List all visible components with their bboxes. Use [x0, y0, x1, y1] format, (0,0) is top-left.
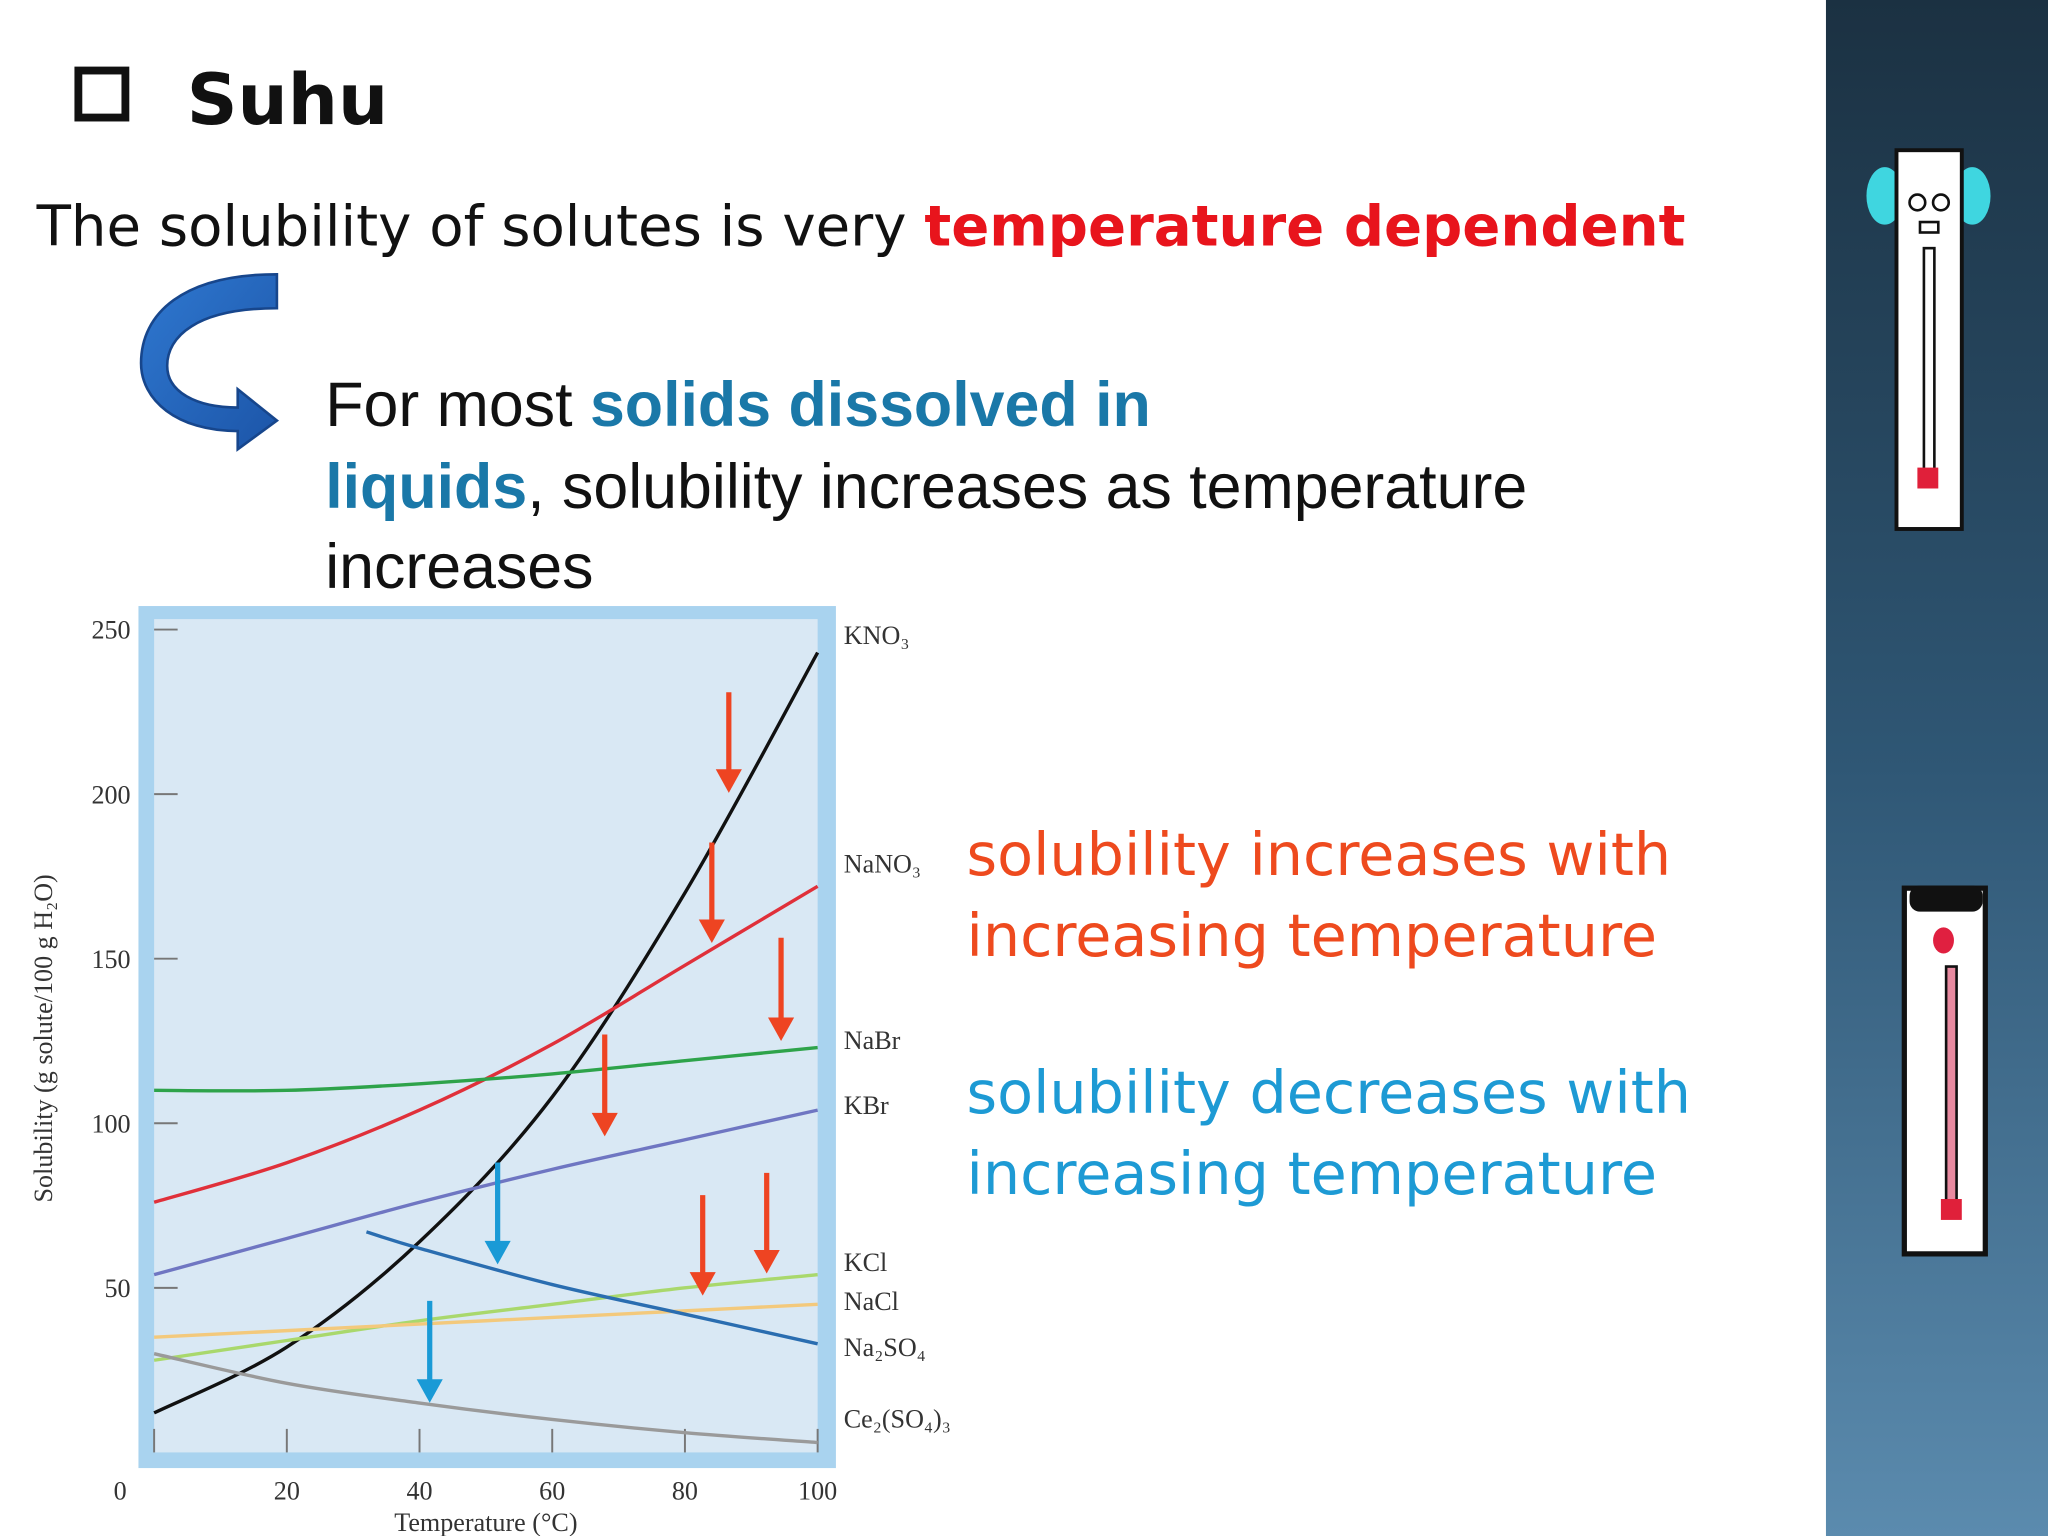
x-tick-label: 60 — [539, 1476, 565, 1505]
series-label: NaCl — [844, 1287, 899, 1316]
y-tick-label: 50 — [105, 1274, 131, 1303]
chart: 50 100 150 200 250 0 20 40 60 80 100 KNO₃ NaNO₃ NaBr K… — [91, 616, 950, 1506]
detail-plain: , solubility increases as temperature — [527, 452, 1527, 522]
series-label: Na₂SO₄ — [844, 1333, 926, 1362]
intro-text: The solubility of solutes is very temper… — [36, 195, 1686, 260]
note-decrease: solubility decreases with — [967, 1058, 1691, 1127]
y-axis-label: Solubility (g solute/100 g H₂O) — [29, 874, 58, 1202]
arrow-head — [715, 769, 742, 793]
x-tick-label: 40 — [406, 1476, 432, 1505]
detail-emphasis: solids dissolved in — [590, 370, 1151, 440]
series-line — [154, 1045, 818, 1093]
series-label: Ce₂(SO₄)₃ — [844, 1405, 951, 1434]
series-line — [153, 884, 819, 1204]
y-tick-label: 200 — [91, 780, 130, 809]
series-line — [153, 1108, 819, 1277]
arrow-head — [768, 1017, 795, 1041]
x-tick-label: 80 — [672, 1476, 698, 1505]
arrow-head — [689, 1272, 716, 1296]
series-label: KBr — [844, 1091, 889, 1120]
series-label: NaNO₃ — [844, 849, 921, 878]
arrow-head — [416, 1379, 443, 1403]
note-decrease: increasing temperature — [967, 1139, 1657, 1208]
arrow-head — [484, 1240, 511, 1265]
x-tick-label: 0 — [114, 1476, 127, 1505]
thermometer-hot — [1901, 885, 1988, 1257]
detail-line: liquids, solubility increases as tempera… — [325, 452, 1527, 522]
y-tick-label: 250 — [91, 616, 130, 645]
x-tick-label: 100 — [798, 1476, 837, 1505]
curved-arrow — [139, 272, 280, 452]
series-label: NaBr — [844, 1026, 901, 1055]
bullet-box — [74, 66, 130, 122]
detail-line: For most solids dissolved in — [325, 370, 1151, 440]
series-label: KCl — [844, 1248, 888, 1277]
arrow-head — [591, 1112, 618, 1137]
slide-title: Suhu — [187, 59, 388, 141]
series-line — [153, 651, 820, 1415]
series-label: KNO₃ — [844, 621, 910, 650]
y-tick-label: 150 — [91, 945, 130, 974]
series-line — [153, 1352, 818, 1445]
note-increase: solubility increases with — [967, 820, 1672, 889]
thermometer-cold — [1866, 148, 1991, 531]
plot-area — [154, 619, 818, 1453]
note-increase: increasing temperature — [967, 901, 1657, 970]
annotation-arrows — [416, 692, 795, 1403]
detail-line: increases — [325, 532, 593, 602]
intro-plain: The solubility of solutes is very — [36, 195, 925, 260]
x-axis-label: Temperature (°C) — [394, 1508, 577, 1536]
arrow-head — [698, 919, 725, 944]
series-line — [154, 1302, 818, 1339]
detail-plain: For most — [325, 370, 590, 440]
detail-plain: increases — [325, 532, 593, 602]
arrow-head — [753, 1249, 780, 1274]
y-tick-label: 100 — [91, 1109, 130, 1138]
intro-emphasis: temperature dependent — [924, 195, 1685, 260]
series-line — [365, 1230, 819, 1346]
x-tick-label: 20 — [274, 1476, 300, 1505]
detail-emphasis: liquids — [325, 452, 527, 522]
